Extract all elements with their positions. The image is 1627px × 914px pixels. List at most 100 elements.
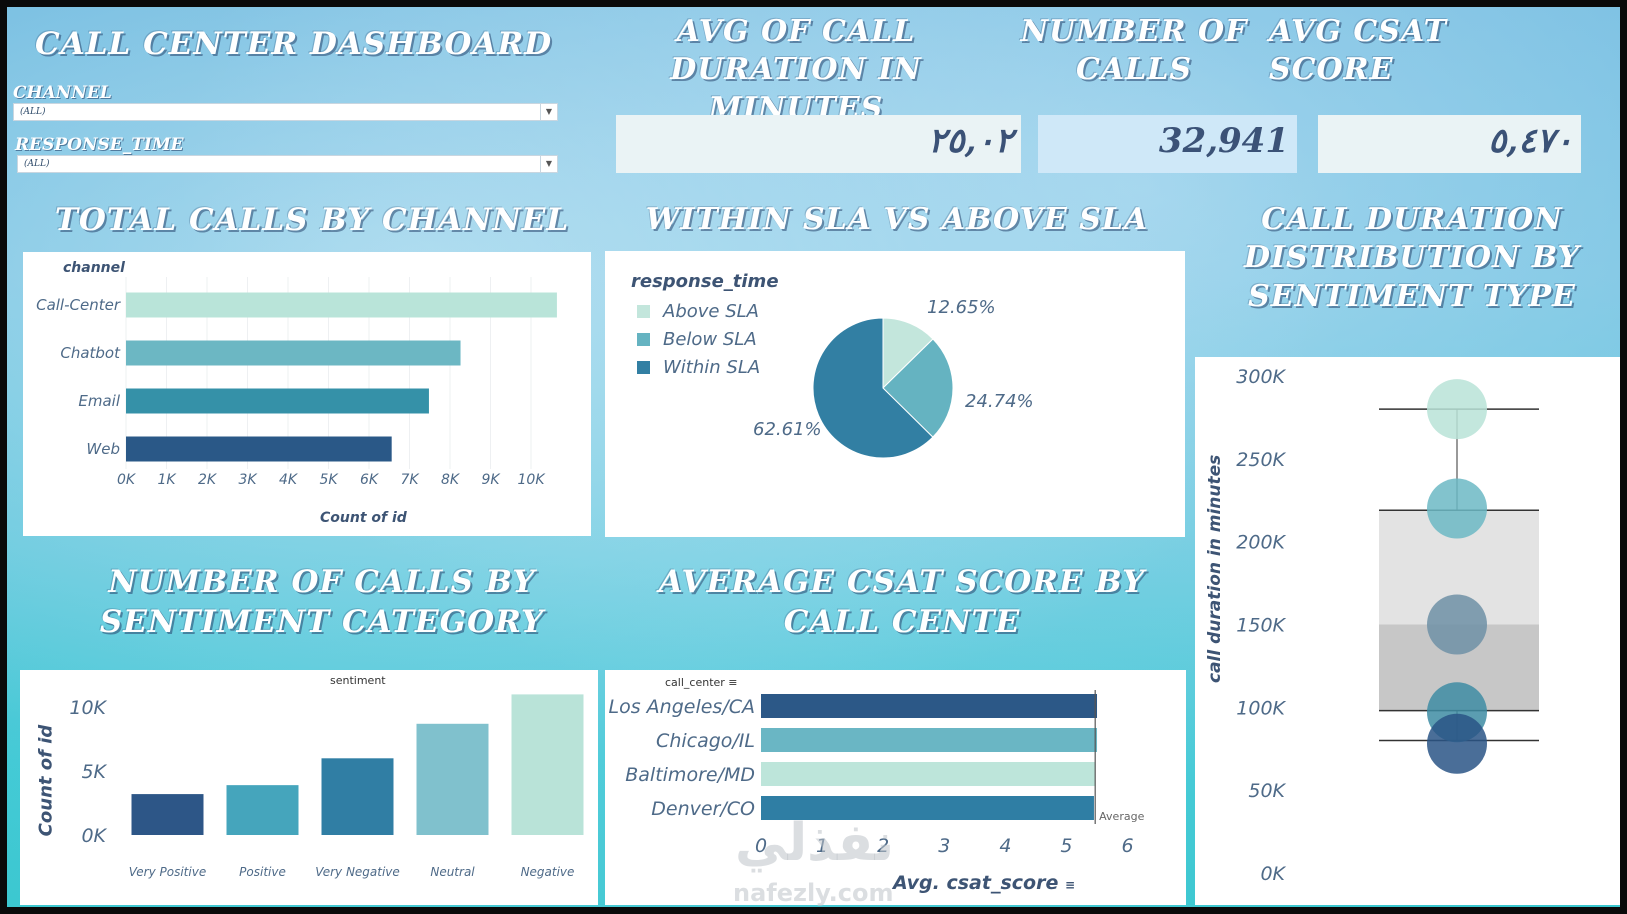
bar-web xyxy=(126,436,392,462)
section-title-line: SENTIMENT TYPE xyxy=(1248,278,1576,314)
pie-label-below-sla: 24.74% xyxy=(965,391,1034,412)
bar-chart-csat-by-center: Los Angeles/CA Chicago/IL Baltimore/MD Denv… xyxy=(609,690,1145,857)
chart-header-sentiment: sentiment xyxy=(330,674,386,687)
call-center-header-label: call_center xyxy=(665,676,725,689)
kpi-title-avg-csat: AVG CSAT SCORE xyxy=(1269,13,1474,90)
kpi-value-avg-csat: ٥,٤٧٠ xyxy=(1318,115,1581,173)
x-tick-label: 8K xyxy=(441,472,461,488)
x-tick-label: 10K xyxy=(518,472,547,488)
x-tick-label: 4 xyxy=(999,835,1011,857)
bar-los-angeles-ca xyxy=(761,694,1098,718)
bar-denver-co xyxy=(761,796,1094,820)
legend-swatch xyxy=(637,333,650,346)
section-title-line: CALL DURATION xyxy=(1261,202,1563,237)
y-tick-label: 250K xyxy=(1236,449,1286,471)
x-tick-label: Positive xyxy=(239,865,286,879)
bar-chicago-il xyxy=(761,728,1098,752)
y-tick-label: 100K xyxy=(1236,697,1286,719)
x-tick-label: 1 xyxy=(816,835,828,857)
channel-filter-dropdown[interactable]: (ALL) ▼ xyxy=(13,103,558,121)
y-tick-label: Chatbot xyxy=(60,344,121,362)
x-tick-label: 3K xyxy=(238,472,258,488)
section-title-sla: WITHIN SLA VS ABOVE SLA xyxy=(645,202,1149,237)
pie-label-within-sla: 62.61% xyxy=(753,419,822,440)
section-title-line: DISTRIBUTION BY xyxy=(1243,240,1581,276)
bar-very-positive xyxy=(131,794,204,835)
bar-very-negative xyxy=(321,758,394,835)
section-title-duration: CALL DURATION DISTRIBUTION BY SENTIMENT … xyxy=(1192,201,1620,316)
y-tick-label: Email xyxy=(78,392,120,410)
x-tick-label: Very Negative xyxy=(315,865,400,879)
y-tick-label: Chicago/IL xyxy=(656,730,755,752)
bar-neutral xyxy=(416,723,489,835)
section-title-channel: TOTAL CALLS BY CHANNEL xyxy=(54,202,570,238)
sort-icon[interactable]: ≡ xyxy=(1064,878,1076,892)
pie-slice-below-sla xyxy=(882,338,954,438)
data-point xyxy=(1427,713,1487,774)
chevron-down-icon[interactable]: ▼ xyxy=(540,156,557,172)
pie-chart-sla xyxy=(812,317,954,459)
x-tick-label: 6 xyxy=(1122,835,1134,857)
y-tick-label: Web xyxy=(86,440,120,458)
legend-label: Below SLA xyxy=(663,329,757,350)
section-title-csat: AVERAGE CSAT SCORE BY CALL CENTE xyxy=(607,563,1197,642)
chart-panel-calls-by-sentiment: sentiment 0K 5K 10K Very Positive Positive Ve… xyxy=(20,670,598,905)
pie-slice-within-sla xyxy=(812,317,934,459)
kpi-value-number-of-calls: 32,941 xyxy=(1038,115,1297,173)
chart-header-call-center[interactable]: call_center ≡ xyxy=(665,676,738,689)
x-tick-label: 1K xyxy=(157,472,177,488)
scatter-chart-duration: 0K 50K 100K 150K 200K 250K 300K xyxy=(1236,366,1539,885)
y-tick-label: 10K xyxy=(69,697,107,719)
bar-chart-calls-by-channel: 0K 1K 2K 3K 4K 5K 6K 7K 8K 9K 10K Call-Center Chatbo… xyxy=(36,277,557,488)
x-tick-label: 2K xyxy=(198,472,218,488)
watermark-latin: nafezly.com xyxy=(733,879,894,907)
bar-chart-calls-by-sentiment: 0K 5K 10K Very Positive Positive Very Negativ… xyxy=(69,694,584,879)
response-time-filter-label: RESPONSE_TIME xyxy=(15,135,184,155)
legend-swatch xyxy=(637,305,650,318)
channel-filter-value: (ALL) xyxy=(20,107,46,117)
kpi-title-line: AVG CSAT xyxy=(1269,14,1447,49)
bar-negative xyxy=(511,694,584,835)
x-axis-title-channel: Count of id xyxy=(320,510,407,526)
kpi-title-line: AVG OF CALL xyxy=(676,14,916,49)
y-axis-title-duration: call duration in minutes xyxy=(1205,454,1225,683)
average-reference-label: Average xyxy=(1099,810,1144,823)
x-tick-label: 9K xyxy=(481,472,501,488)
section-title-line: SENTIMENT CATEGORY xyxy=(99,603,545,640)
kpi-title-number-of-calls: NUMBER OF CALLS xyxy=(1009,13,1259,90)
kpi-title-line: SCORE xyxy=(1269,52,1394,88)
section-title-line: AVERAGE CSAT SCORE BY xyxy=(658,564,1146,600)
bar-email xyxy=(126,388,429,414)
section-title-line: NUMBER OF CALLS BY xyxy=(108,564,536,600)
y-tick-label: Denver/CO xyxy=(651,798,755,820)
x-tick-label: 7K xyxy=(400,472,420,488)
response-time-filter-value: (ALL) xyxy=(24,159,50,169)
x-tick-label: 4K xyxy=(279,472,299,488)
chart-panel-sla: response_time Above SLA Below SLA Within… xyxy=(605,251,1185,537)
data-point xyxy=(1427,594,1487,655)
x-axis-title-csat[interactable]: Avg. csat_score ≡ xyxy=(893,872,1075,894)
x-tick-label: 0K xyxy=(117,472,137,488)
y-tick-label: 50K xyxy=(1248,780,1286,802)
kpi-title-avg-duration: AVG OF CALL DURATION IN MINUTES xyxy=(590,13,1002,128)
dashboard-title: CALL CENTER DASHBOARD xyxy=(35,26,553,62)
data-point xyxy=(1427,478,1487,539)
y-tick-label: 200K xyxy=(1236,532,1286,554)
section-title-sentiment: NUMBER OF CALLS BY SENTIMENT CATEGORY xyxy=(27,563,617,642)
chart-panel-calls-by-channel: channel 0K 1K 2K 3K 4K 5K 6K 7K 8K 9K 10K Call-Cent… xyxy=(23,252,591,536)
y-tick-label: 0K xyxy=(81,825,107,847)
x-tick-label: 5K xyxy=(319,472,339,488)
y-axis-title-sentiment: Count of id xyxy=(35,724,57,837)
sort-icon[interactable]: ≡ xyxy=(728,676,738,689)
chart-header-channel: channel xyxy=(63,260,125,276)
y-tick-label: 300K xyxy=(1236,366,1286,388)
response-time-filter-dropdown[interactable]: (ALL) ▼ xyxy=(17,155,558,173)
legend-label: Within SLA xyxy=(663,357,761,378)
legend-swatch xyxy=(637,361,650,374)
chevron-down-icon[interactable]: ▼ xyxy=(540,104,557,120)
y-tick-label: 150K xyxy=(1236,615,1286,637)
bar-call-center xyxy=(126,292,557,318)
y-tick-label: 0K xyxy=(1260,863,1286,885)
kpi-value-avg-duration: ٢٥,٠٢ xyxy=(616,115,1021,173)
